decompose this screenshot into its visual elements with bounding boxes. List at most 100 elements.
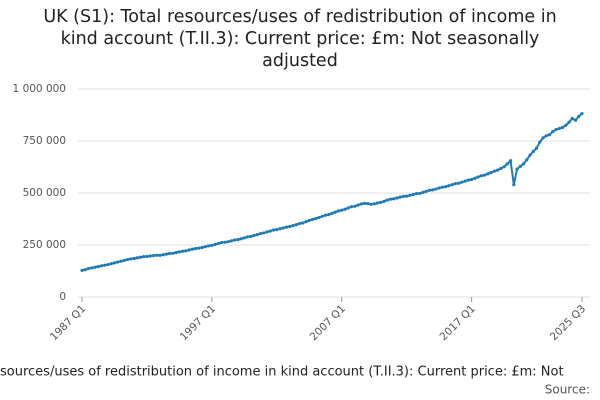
data-point: [547, 133, 552, 137]
data-point: [466, 178, 470, 182]
data-point: [262, 231, 266, 235]
data-point: [278, 227, 282, 231]
data-point: [168, 251, 172, 256]
data-point: [323, 213, 328, 217]
data-point: [142, 255, 146, 259]
data-point: [281, 226, 285, 230]
data-point: [457, 181, 461, 185]
data-point: [307, 218, 311, 223]
y-tick-label: 250 000: [23, 239, 66, 251]
data-point: [194, 246, 198, 251]
data-point: [541, 136, 545, 140]
data-point: [392, 197, 396, 201]
x-tick-label: 2025 Q3: [548, 303, 588, 343]
data-point: [531, 149, 535, 153]
data-point: [508, 159, 513, 163]
data-point: [148, 254, 152, 258]
data-point: [440, 185, 444, 189]
data-point: [421, 190, 425, 194]
data-point: [301, 221, 305, 225]
data-point: [317, 215, 321, 220]
data-point: [294, 223, 298, 227]
data-point: [145, 254, 149, 259]
data-point: [122, 258, 126, 262]
data-point: [314, 216, 318, 221]
data-point: [229, 239, 233, 243]
data-point: [525, 158, 529, 162]
data-point: [369, 202, 373, 206]
data-point: [560, 125, 565, 130]
data-point: [93, 265, 97, 269]
data-point: [460, 180, 464, 184]
y-tick-label: 500 000: [23, 187, 66, 199]
data-point: [573, 118, 578, 122]
data-point: [356, 203, 360, 207]
data-point: [268, 229, 272, 233]
data-point: [177, 250, 182, 254]
data-point: [340, 208, 344, 212]
data-point: [252, 233, 256, 238]
x-tick-label: 2007 Q1: [308, 303, 348, 343]
data-point: [411, 192, 415, 197]
data-point: [495, 168, 500, 172]
data-point: [245, 235, 250, 239]
data-point: [112, 261, 117, 265]
data-point: [346, 206, 350, 210]
data-point: [155, 253, 159, 257]
data-point: [86, 266, 91, 271]
data-point: [181, 249, 185, 253]
data-point: [207, 244, 211, 248]
data-point: [431, 188, 435, 192]
chart-title: UK (S1): Total resources/uses of redistr…: [43, 7, 557, 71]
data-point: [401, 194, 406, 198]
data-point: [551, 130, 555, 134]
data-point: [427, 188, 432, 192]
data-point: [213, 242, 217, 246]
data-point: [103, 263, 107, 267]
data-point: [116, 260, 120, 264]
data-point: [577, 114, 581, 119]
data-point: [557, 126, 561, 131]
data-point: [119, 259, 123, 263]
data-point: [236, 237, 240, 242]
data-point: [106, 262, 110, 267]
data-point: [349, 205, 354, 209]
data-point: [327, 213, 331, 217]
data-point: [288, 224, 292, 229]
data-point: [80, 268, 84, 272]
data-point: [534, 146, 539, 150]
data-point: [418, 191, 422, 196]
data-point: [453, 182, 457, 186]
data-point: [580, 111, 584, 116]
data-point: [437, 186, 441, 190]
y-tick-label: 0: [59, 291, 66, 303]
data-point: [249, 234, 253, 239]
data-point: [538, 140, 542, 144]
x-tick-label: 2017 Q1: [438, 303, 478, 343]
data-point: [408, 193, 412, 197]
data-point: [414, 192, 419, 196]
data-point: [190, 247, 194, 251]
data-point: [518, 164, 522, 168]
footer-title: sources/uses of redistribution of income…: [0, 365, 564, 380]
data-point: [463, 179, 467, 183]
data-point: [203, 245, 207, 249]
x-tick-label: 1987 Q1: [48, 303, 88, 343]
data-point: [310, 217, 315, 222]
data-point: [492, 169, 496, 173]
data-point: [434, 187, 438, 191]
data-point: [388, 197, 393, 201]
data-point: [382, 199, 386, 203]
data-point: [570, 116, 574, 121]
data-point: [528, 153, 532, 157]
data-point: [567, 120, 571, 124]
data-point: [398, 195, 402, 199]
data-point: [450, 183, 454, 187]
data-point: [125, 257, 130, 262]
data-point: [395, 196, 399, 200]
data-point: [83, 268, 87, 272]
data-point: [99, 264, 104, 268]
data-point: [372, 202, 376, 206]
data-point: [297, 221, 302, 226]
data-point: [96, 265, 100, 269]
